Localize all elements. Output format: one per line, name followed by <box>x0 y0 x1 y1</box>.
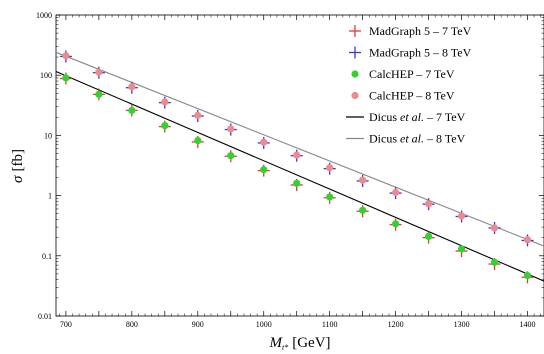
point-ch8-1400 <box>523 236 532 244</box>
y-tick-label-100: 100 <box>40 71 52 80</box>
plot-area <box>55 14 544 317</box>
y-tick-label-0.01: 0.01 <box>38 312 52 321</box>
x-tick-label-700: 700 <box>60 320 72 329</box>
y-tick-label-0.1: 0.1 <box>42 252 52 261</box>
point-ch8-1000 <box>260 138 268 146</box>
y-axis-title: σ[fb] <box>10 149 26 183</box>
x-tick-label-1000: 1000 <box>256 320 272 329</box>
point-ch8-1250 <box>424 200 433 208</box>
point-ch8-800 <box>128 83 136 91</box>
x-tick-label-1100: 1100 <box>322 320 338 329</box>
point-ch8-1200 <box>392 188 400 197</box>
point-ch7-1250 <box>424 232 433 241</box>
point-ch7-750 <box>95 90 103 98</box>
point-ch8-1100 <box>326 164 334 172</box>
legend-marker-mg8 <box>349 46 361 59</box>
x-tick-label-900: 900 <box>192 320 204 329</box>
x-tick-label-800: 800 <box>126 320 138 329</box>
legend-label-ch7: CalcHEP – 7 TeV <box>369 67 455 81</box>
y-tick-label-10: 10 <box>44 131 52 140</box>
point-ch7-1050 <box>293 179 301 187</box>
y-tick-label-1: 1 <box>48 192 52 201</box>
point-ch8-750 <box>95 68 103 76</box>
point-ch7-950 <box>227 152 235 160</box>
legend-label-dicus-8tev: Dicus et al. – 8 TeV <box>369 132 466 146</box>
point-ch7-1100 <box>326 193 334 201</box>
y-tick-label-1000: 1000 <box>36 11 52 20</box>
marker-layer <box>59 50 534 284</box>
legend-label-mg8: MadGraph 5 – 8 TeV <box>369 46 472 60</box>
point-ch7-1400 <box>523 271 532 280</box>
legend-label-dicus-7tev: Dicus et al. – 7 TeV <box>369 110 466 124</box>
point-ch7-1150 <box>359 206 367 214</box>
legend-label-mg7: MadGraph 5 – 7 TeV <box>369 24 472 38</box>
point-ch8-1300 <box>457 212 466 220</box>
point-ch7-1350 <box>490 258 499 266</box>
point-ch8-850 <box>161 98 169 106</box>
legend-label-ch8: CalcHEP – 8 TeV <box>369 89 455 103</box>
x-axis-title: Mt* [GeV] <box>268 335 330 352</box>
point-ch7-850 <box>161 122 169 130</box>
legend-marker-ch7 <box>351 70 359 78</box>
legend-marker-mg7 <box>349 25 361 37</box>
point-ch7-900 <box>194 136 202 145</box>
legend: MadGraph 5 – 7 TeV MadGraph 5 – 8 TeV Calc… <box>346 24 472 146</box>
point-ch8-950 <box>227 125 235 133</box>
point-ch8-700 <box>62 52 70 60</box>
point-ch7-800 <box>128 106 136 115</box>
x-tick-label-1400: 1400 <box>520 320 536 329</box>
tick-layer: 700 800 900 1000 1100 1200 1300 1400 0.01 0.1 1 10 1… <box>36 11 544 329</box>
point-ch8-1150 <box>359 176 367 184</box>
point-ch7-1300 <box>457 245 466 253</box>
legend-marker-ch8 <box>351 91 359 100</box>
x-tick-label-1200: 1200 <box>388 320 404 329</box>
point-ch7-1200 <box>392 220 400 228</box>
point-ch7-700 <box>62 74 70 82</box>
point-ch8-1050 <box>293 151 301 159</box>
point-ch7-1000 <box>260 166 268 174</box>
point-ch8-1350 <box>490 224 499 232</box>
x-tick-label-1300: 1300 <box>454 320 470 329</box>
point-ch8-900 <box>194 111 202 119</box>
